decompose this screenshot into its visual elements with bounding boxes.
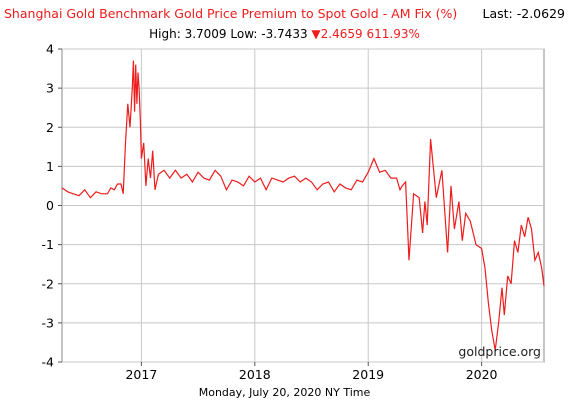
- chart-title: Shanghai Gold Benchmark Gold Price Premi…: [4, 6, 458, 21]
- series-line: [61, 60, 545, 351]
- y-axis-ticks: 4 3 2 1 0 -1 -2 -3 -4: [42, 42, 62, 370]
- x-tick-label: 2019: [352, 367, 384, 382]
- low-value: -3.7433: [261, 27, 308, 41]
- change-percent: 611.93%: [366, 27, 420, 41]
- y-tick-label: -3: [42, 315, 54, 330]
- watermark: goldprice.org: [458, 344, 541, 359]
- y-tick-label: 4: [46, 42, 54, 57]
- y-tick-label: 1: [46, 159, 54, 174]
- x-tick-label: 2018: [239, 367, 271, 382]
- last-label: Last:: [482, 6, 513, 21]
- last-value: -2.0629: [516, 6, 565, 21]
- last-readout: Last: -2.0629: [483, 6, 565, 21]
- stats-line: High: 3.7009 Low: -3.7433 ▼2.4659 611.93…: [0, 27, 569, 41]
- x-tick-label: 2020: [466, 367, 498, 382]
- change-value: 2.4659: [320, 27, 363, 41]
- y-tick-label: -4: [42, 355, 55, 370]
- x-axis-label: Monday, July 20, 2020 NY Time: [198, 386, 371, 399]
- high-label: High:: [149, 27, 181, 41]
- x-tick-label: 2017: [125, 367, 157, 382]
- y-tick-label: 2: [46, 120, 54, 135]
- y-tick-label: -1: [42, 237, 54, 252]
- x-axis-ticks: 2017 2018 2019 2020: [125, 362, 498, 382]
- low-label: Low:: [230, 27, 258, 41]
- high-value: 3.7009: [184, 27, 227, 41]
- change-down-arrow-icon: ▼: [311, 27, 321, 41]
- grid: [62, 48, 544, 363]
- y-tick-label: -2: [42, 276, 54, 291]
- y-tick-label: 3: [46, 81, 54, 96]
- y-tick-label: 0: [46, 198, 54, 213]
